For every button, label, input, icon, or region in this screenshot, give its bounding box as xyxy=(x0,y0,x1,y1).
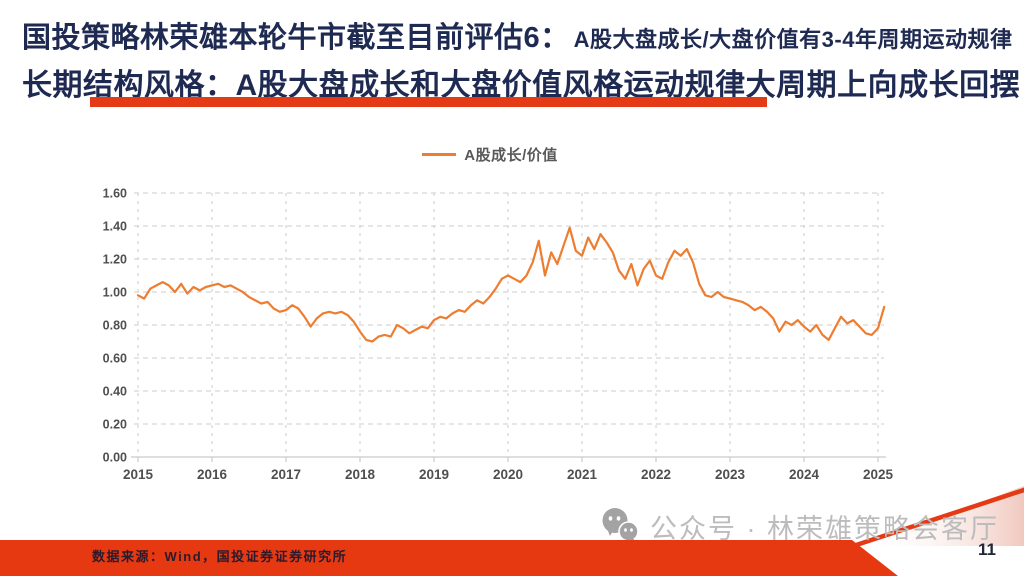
title-sub: A股大盘成长/大盘价值有3-4年周期运动规律 xyxy=(573,27,1013,52)
y-axis-label: 0.60 xyxy=(103,352,127,366)
x-axis-label: 2021 xyxy=(567,467,598,482)
y-axis-label: 1.40 xyxy=(103,220,127,234)
title-main: 国投策略林荣雄本轮牛市截至目前评估6： xyxy=(22,22,570,54)
x-axis-label: 2018 xyxy=(345,467,376,482)
x-axis-label: 2016 xyxy=(197,467,228,482)
x-axis-label: 2020 xyxy=(493,467,523,482)
title-underline-bar xyxy=(90,97,767,107)
title-block: 国投策略林荣雄本轮牛市截至目前评估6： A股大盘成长/大盘价值有3-4年周期运动规… xyxy=(22,14,1021,104)
legend-label: A股成长/价值 xyxy=(464,147,558,164)
x-axis-label: 2017 xyxy=(271,467,301,482)
legend-line-swatch xyxy=(422,153,457,156)
x-axis-label: 2025 xyxy=(863,467,894,482)
wechat-icon xyxy=(602,508,639,543)
title-line-2: 长期结构风格：A股大盘成长和大盘价值风格运动规律大周期上向成长回摆 xyxy=(22,69,1021,102)
data-source-text: 数据来源：Wind，国投证券证券研究所 xyxy=(92,549,348,564)
series-line xyxy=(136,226,886,343)
title-line-1: 国投策略林荣雄本轮牛市截至目前评估6： A股大盘成长/大盘价值有3-4年周期运动规… xyxy=(22,14,1014,56)
chart-legend: A股成长/价值 xyxy=(0,144,1002,165)
x-axis-label: 2019 xyxy=(419,467,449,482)
page-number: 11 xyxy=(978,540,996,559)
y-axis-label: 1.60 xyxy=(103,187,127,201)
y-axis-label: 0.00 xyxy=(103,451,127,465)
y-axis-label: 0.40 xyxy=(103,385,127,399)
y-axis-label: 1.00 xyxy=(103,286,127,300)
watermark-text: 公众号 · 林荣雄策略会客厅 xyxy=(650,513,999,544)
y-axis-label: 0.80 xyxy=(103,319,127,333)
x-axis-label: 2015 xyxy=(123,467,154,482)
y-axis-label: 0.20 xyxy=(103,418,127,432)
y-axis-label: 1.20 xyxy=(103,253,127,267)
x-axis-label: 2024 xyxy=(789,467,820,482)
x-axis-label: 2022 xyxy=(641,467,671,482)
x-axis-label: 2023 xyxy=(715,467,746,482)
